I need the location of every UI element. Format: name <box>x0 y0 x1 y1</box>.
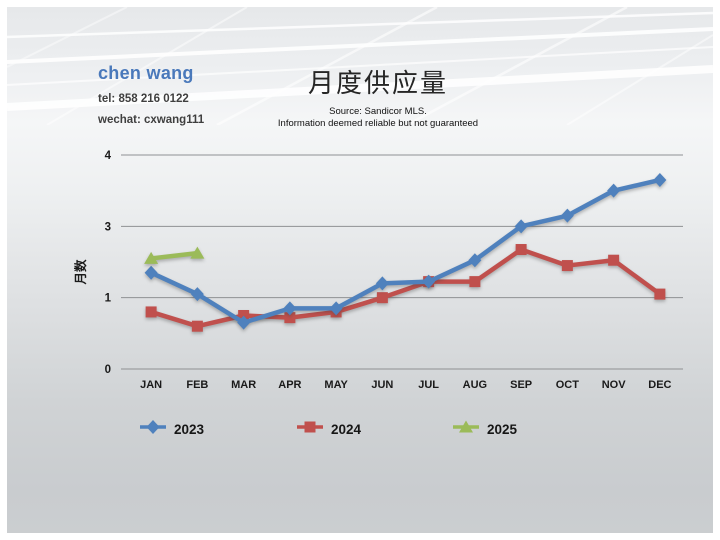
series-2023 <box>144 172 667 330</box>
data-point-square <box>608 254 620 266</box>
data-point-diamond <box>190 287 204 302</box>
legend-item-2024: 2024 <box>297 419 361 439</box>
data-point-diamond <box>422 274 436 289</box>
series-2025 <box>144 246 205 264</box>
source-line-2: Information deemed reliable but not guar… <box>277 118 479 129</box>
data-point-diamond <box>237 315 251 330</box>
slide: chen wang tel: 858 216 0122 wechat: cxwa… <box>7 7 713 533</box>
x-category-label: JAN <box>140 379 162 391</box>
data-point-square <box>376 292 388 304</box>
source-note: Source: Sandicor MLS. Information deemed… <box>208 106 548 130</box>
source-line-1: Source: Sandicor MLS. <box>329 106 427 117</box>
x-category-label: DEC <box>648 379 671 391</box>
data-point-diamond <box>514 219 528 234</box>
legend-item-2023: 2023 <box>140 419 204 439</box>
series-line-2023 <box>148 177 663 325</box>
data-point-diamond <box>146 419 160 434</box>
legend-marker-2024-square-icon <box>297 419 323 440</box>
legend-label-2023: 2023 <box>174 421 205 437</box>
x-category-label: FEB <box>186 379 208 391</box>
x-category-label: JUN <box>371 379 393 391</box>
agent-tel: tel: 858 216 0122 <box>98 93 189 105</box>
data-point-diamond <box>468 253 482 268</box>
legend-marker-2023-diamond-icon <box>140 419 166 440</box>
legend-label-2024: 2024 <box>331 421 362 437</box>
series-line-2025 <box>148 250 200 261</box>
y-tick-label: 1 <box>105 293 112 305</box>
y-tick-label: 3 <box>105 221 111 233</box>
x-category-label: AUG <box>463 379 487 391</box>
agent-wechat: wechat: cxwang111 <box>98 114 205 126</box>
data-point-square <box>561 260 573 272</box>
data-point-diamond <box>653 172 667 187</box>
data-point-square <box>191 320 203 332</box>
background-pattern <box>7 7 713 125</box>
data-point-square <box>284 312 296 324</box>
y-tick-label: 4 <box>105 150 112 162</box>
x-category-label: MAY <box>324 379 348 391</box>
y-tick-label: 0 <box>105 364 111 376</box>
legend-label-2025: 2025 <box>487 421 518 437</box>
x-category-label: JUL <box>418 379 439 391</box>
data-point-square <box>654 288 666 300</box>
data-point-diamond <box>283 301 297 316</box>
monthly-supply-chart: 0 1 3 4 JAN FEB MAR APR MAY JUN JUL AUG SEP OCT NOV DEC <box>105 150 683 391</box>
agent-name: chen wang <box>98 63 194 83</box>
data-point-square <box>145 306 157 318</box>
data-point-square <box>238 310 250 321</box>
x-category-label: OCT <box>556 379 580 391</box>
x-category-label: SEP <box>510 379 532 391</box>
data-point-square <box>304 421 316 432</box>
agent-info: chen wang tel: 858 216 0122 wechat: cxwa… <box>98 63 318 126</box>
data-point-triangle <box>459 420 473 432</box>
data-point-triangle <box>190 246 205 259</box>
series-2024 <box>145 244 666 332</box>
legend-marker-2025-triangle-icon <box>453 419 479 440</box>
x-category-label: APR <box>278 379 301 391</box>
data-point-diamond <box>560 208 574 223</box>
data-point-diamond <box>375 276 389 291</box>
data-point-diamond <box>607 183 621 198</box>
data-point-square <box>515 244 527 256</box>
data-point-triangle <box>144 251 159 264</box>
x-category-label: MAR <box>231 379 256 391</box>
data-point-diamond <box>329 301 343 316</box>
y-axis-title: 月数 <box>74 259 88 285</box>
x-category-label: NOV <box>602 379 627 391</box>
page-title: 月度供应量 <box>307 68 448 98</box>
data-point-diamond <box>144 265 158 280</box>
data-point-square <box>469 276 481 288</box>
legend-item-2025: 2025 <box>453 419 517 439</box>
